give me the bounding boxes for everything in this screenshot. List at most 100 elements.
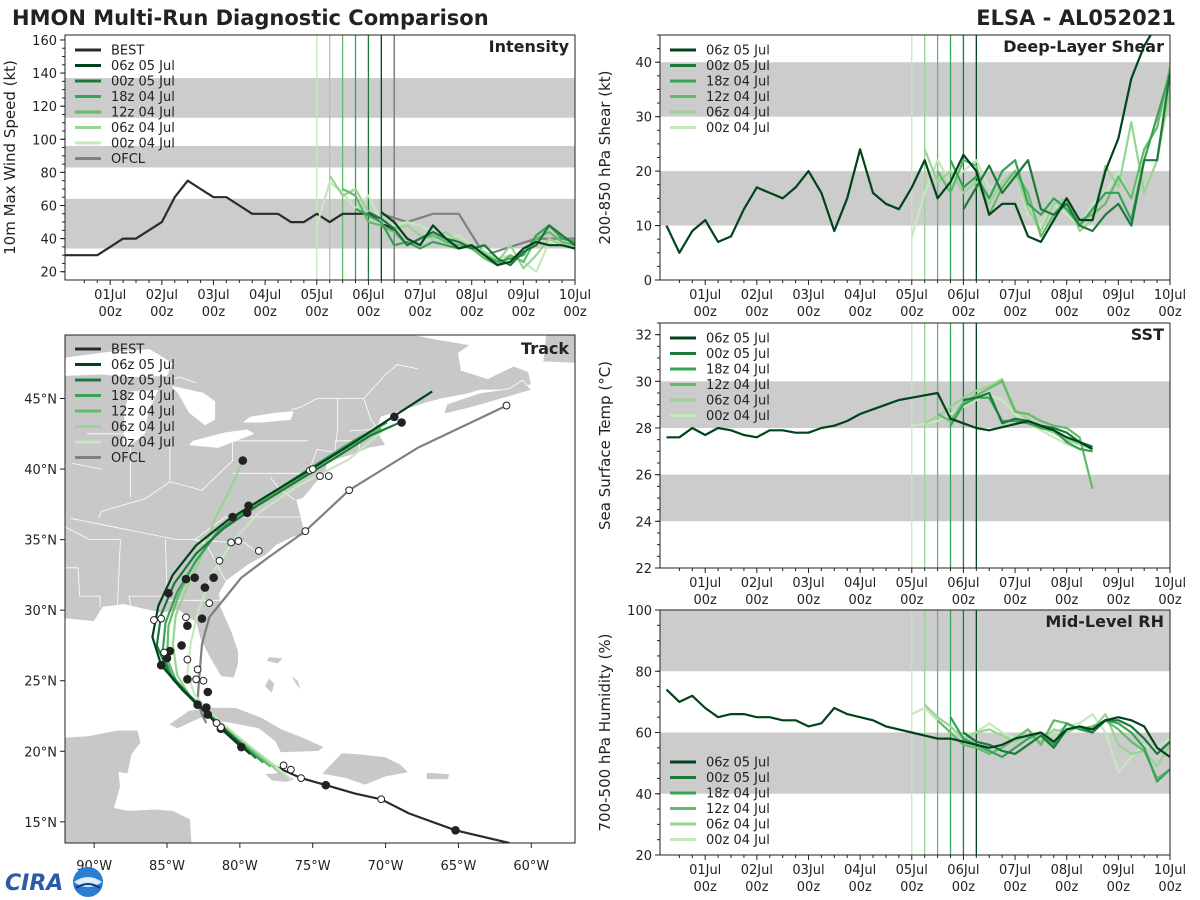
border-line <box>72 463 102 470</box>
track-marker-open <box>502 401 511 410</box>
sst-ytick-label: 32 <box>635 329 652 344</box>
track-title: Track <box>521 339 569 358</box>
land-newfoundland <box>542 335 575 364</box>
shear-xtick-hour: 00z <box>900 305 924 320</box>
rh-xtick-day: 02Jul <box>741 863 773 878</box>
track-marker-open <box>205 599 214 608</box>
track-marker-open <box>212 719 221 727</box>
track-marker-open <box>308 465 317 473</box>
track-marker-filled <box>390 412 399 422</box>
intensity-xtick-hour: 00z <box>512 305 536 320</box>
track-marker-open <box>254 547 263 555</box>
intensity-xtick-hour: 00z <box>253 305 277 320</box>
sst-xtick-hour: 00z <box>1158 593 1182 608</box>
track-marker-open <box>199 676 208 685</box>
shear-xtick-hour: 00z <box>1158 305 1182 320</box>
track-legend-label: 12z 04 Jul <box>111 405 175 420</box>
sst-xtick-day: 08Jul <box>1051 576 1083 591</box>
rh-shade-band <box>660 732 1170 794</box>
track-marker-filled <box>197 614 207 623</box>
track-marker-filled <box>181 574 191 584</box>
intensity-ytick-label: 40 <box>40 233 57 248</box>
shear-xtick-day: 03Jul <box>792 288 824 303</box>
shear-ylabel: 200-850 hPa Shear (kt) <box>596 71 614 245</box>
track-marker-open <box>297 774 305 782</box>
track-marker-open <box>193 665 202 674</box>
intensity-xtick-hour: 00z <box>563 305 587 320</box>
track-marker-filled <box>238 456 248 465</box>
cira-logo: CIRA <box>5 867 103 897</box>
track-ytick-label: 20°N <box>24 745 57 760</box>
track-ytick-label: 45°N <box>24 393 57 408</box>
sst-xtick-day: 04Jul <box>844 576 876 591</box>
track-ytick-label: 35°N <box>24 534 57 549</box>
figure-title: HMON Multi-Run Diagnostic Comparison <box>12 6 489 30</box>
track-marker-open <box>182 613 190 622</box>
lake-erie <box>188 429 255 448</box>
sst-legend-label: 06z 04 Jul <box>706 394 770 409</box>
shear-xtick-hour: 00z <box>745 305 769 320</box>
sst-xtick-hour: 00z <box>1003 593 1027 608</box>
intensity-xtick-day: 10Jul <box>559 288 591 303</box>
rh-xtick-hour: 00z <box>745 880 769 895</box>
track-marker-open <box>183 655 192 664</box>
rh-ylabel: 700-500 hPa Humidity (%) <box>596 633 614 831</box>
rh-xtick-day: 04Jul <box>844 863 876 878</box>
intensity-series-12z-04-jul <box>342 188 575 267</box>
intensity-shade-band <box>65 78 575 118</box>
border-line <box>65 567 101 608</box>
shear-xtick-hour: 00z <box>1003 305 1027 320</box>
shear-panel: 0 10 20 30 40 01Jul 00z 02Jul 00z 03Jul 00z 04Jul 00… <box>596 34 1186 320</box>
shear-legend-label: 00z 04 Jul <box>706 121 770 136</box>
track-marker-filled <box>183 675 192 684</box>
shear-xtick-day: 02Jul <box>741 288 773 303</box>
track-line-00z-04-jul <box>186 428 385 781</box>
sst-series-12z-04-jul <box>937 380 1094 489</box>
intensity-series-00z-05-jul <box>367 211 575 267</box>
shear-xtick-day: 09Jul <box>1102 288 1134 303</box>
intensity-shade-band <box>65 145 575 168</box>
shear-series-00z-05-jul <box>962 72 1170 233</box>
sst-xtick-hour: 00z <box>848 593 872 608</box>
intensity-legend-label: BEST <box>111 44 144 59</box>
sst-xtick-day: 09Jul <box>1102 576 1134 591</box>
shear-legend-label: 18z 04 Jul <box>706 75 770 90</box>
sst-xtick-day: 02Jul <box>741 576 773 591</box>
track-legend-label: OFCL <box>111 451 146 466</box>
shear-xtick-hour: 00z <box>694 305 718 320</box>
intensity-xtick-day: 04Jul <box>249 288 281 303</box>
track-axes-frame <box>64 334 576 844</box>
shear-xtick-hour: 00z <box>952 305 976 320</box>
intensity-xtick-hour: 00z <box>150 305 174 320</box>
track-legend-label: 06z 04 Jul <box>111 420 175 435</box>
intensity-legend-label: OFCL <box>111 152 146 167</box>
track-marker-open <box>324 472 333 481</box>
track-marker-filled <box>202 703 211 712</box>
track-marker-open <box>345 486 354 495</box>
intensity-ytick-label: 100 <box>32 133 57 148</box>
track-marker-filled <box>237 742 246 752</box>
rh-ytick-label: 40 <box>635 788 652 803</box>
land-bahamas-1 <box>265 656 285 665</box>
shear-series-06z-05-jul <box>665 35 1152 254</box>
track-marker-filled <box>242 508 252 518</box>
rh-xtick-hour: 00z <box>1055 880 1079 895</box>
sst-xtick-day: 06Jul <box>947 576 979 591</box>
rh-shade-band <box>660 610 1170 672</box>
track-xtick-label: 65°W <box>440 859 476 874</box>
shear-legend-label: 12z 04 Jul <box>706 90 770 105</box>
track-marker-open <box>234 537 243 545</box>
sst-xtick-hour: 00z <box>797 593 821 608</box>
track-marker-filled <box>209 573 218 583</box>
sst-xtick-day: 03Jul <box>792 576 824 591</box>
track-marker-open <box>227 538 236 547</box>
shear-shade-band <box>660 62 1170 117</box>
land-hispaniola <box>320 752 410 786</box>
intensity-legend-label: 00z 05 Jul <box>111 75 175 90</box>
border-line <box>128 539 168 606</box>
track-line-06z-04-jul <box>171 460 282 775</box>
shear-xtick-hour: 00z <box>1055 305 1079 320</box>
rh-series-12z-04-jul <box>936 719 1170 780</box>
shear-ytick-label: 40 <box>635 56 652 71</box>
